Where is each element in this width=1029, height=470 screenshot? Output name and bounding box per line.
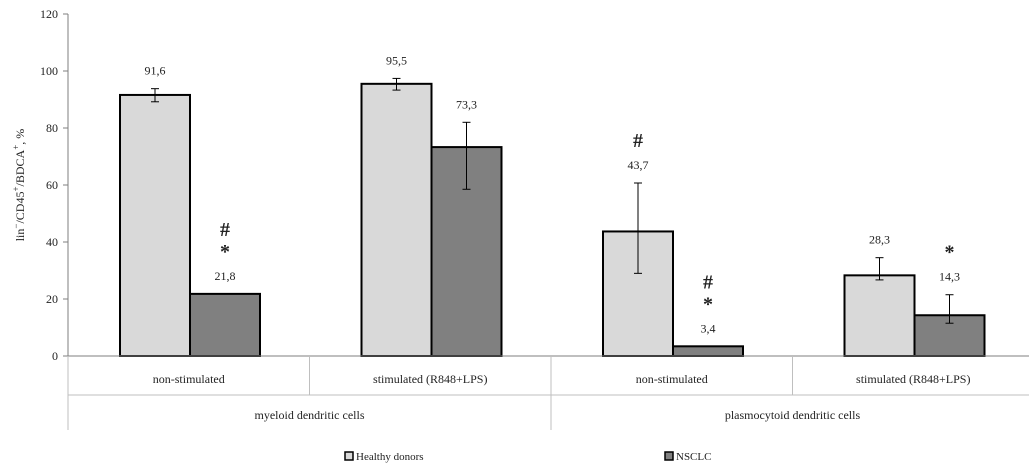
y-tick-label: 40 bbox=[46, 235, 58, 249]
y-axis-title-part: , % bbox=[13, 129, 27, 145]
bar bbox=[360, 82, 433, 357]
y-tick-label: 80 bbox=[46, 121, 58, 135]
data-label: 91,6 bbox=[145, 64, 166, 78]
x-category-label: non-stimulated bbox=[153, 372, 225, 386]
legend-swatch bbox=[344, 451, 354, 461]
y-tick-label: 120 bbox=[40, 7, 58, 21]
data-label: 3,4 bbox=[701, 321, 716, 335]
y-tick-label: 60 bbox=[46, 178, 58, 192]
data-label: 28,3 bbox=[869, 233, 890, 247]
x-category-label: stimulated (R848+LPS) bbox=[856, 372, 970, 386]
x-category-label: non-stimulated bbox=[636, 372, 708, 386]
x-group-label: myeloid dendritic cells bbox=[255, 408, 365, 422]
y-axis-title-part: /BDCA bbox=[13, 149, 27, 186]
y-axis-title-part: /CD45 bbox=[13, 192, 27, 224]
legend: Healthy donors NSCLC bbox=[344, 451, 711, 463]
data-label: 14,3 bbox=[939, 270, 960, 284]
y-axis-title-superscript: + bbox=[11, 186, 21, 191]
significance-hash-marker: # bbox=[633, 130, 643, 152]
x-group-label: plasmocytoid dendritic cells bbox=[725, 408, 861, 422]
y-axis: 0 20 40 60 80 100 120 bbox=[40, 7, 69, 363]
bar bbox=[189, 292, 261, 357]
y-axis-title: lin−/CD45+/BDCA+, % bbox=[11, 129, 27, 242]
y-tick-label: 20 bbox=[46, 292, 58, 306]
y-axis-title-superscript: − bbox=[11, 224, 21, 229]
significance-star-marker: * bbox=[220, 241, 230, 263]
y-tick-label: 0 bbox=[52, 349, 58, 363]
bars-layer: 91,695,543,7#28,321,8#*73,33,4#*14,3* bbox=[119, 53, 986, 357]
y-axis-label: lin−/CD45+/BDCA+, % bbox=[11, 129, 27, 242]
significance-hash-marker: # bbox=[703, 271, 713, 293]
legend-swatch bbox=[664, 451, 674, 461]
significance-star-marker: * bbox=[945, 242, 955, 264]
data-label: 21,8 bbox=[215, 269, 236, 283]
data-label: 73,3 bbox=[456, 97, 477, 111]
x-axis: non-stimulated stimulated (R848+LPS) non-s… bbox=[67, 355, 1029, 430]
significance-hash-marker: # bbox=[220, 219, 230, 241]
legend-label: NSCLC bbox=[676, 451, 711, 463]
bar bbox=[843, 274, 916, 357]
data-label: 95,5 bbox=[386, 53, 407, 67]
y-tick-label: 100 bbox=[40, 64, 58, 78]
x-category-label: stimulated (R848+LPS) bbox=[373, 372, 487, 386]
significance-star-marker: * bbox=[703, 293, 713, 315]
bar bbox=[672, 345, 744, 357]
y-axis-title-part: lin bbox=[13, 229, 27, 242]
bar bbox=[119, 93, 191, 357]
y-axis-title-superscript: + bbox=[11, 145, 21, 150]
legend-label: Healthy donors bbox=[356, 451, 424, 463]
data-label: 43,7 bbox=[628, 158, 649, 172]
